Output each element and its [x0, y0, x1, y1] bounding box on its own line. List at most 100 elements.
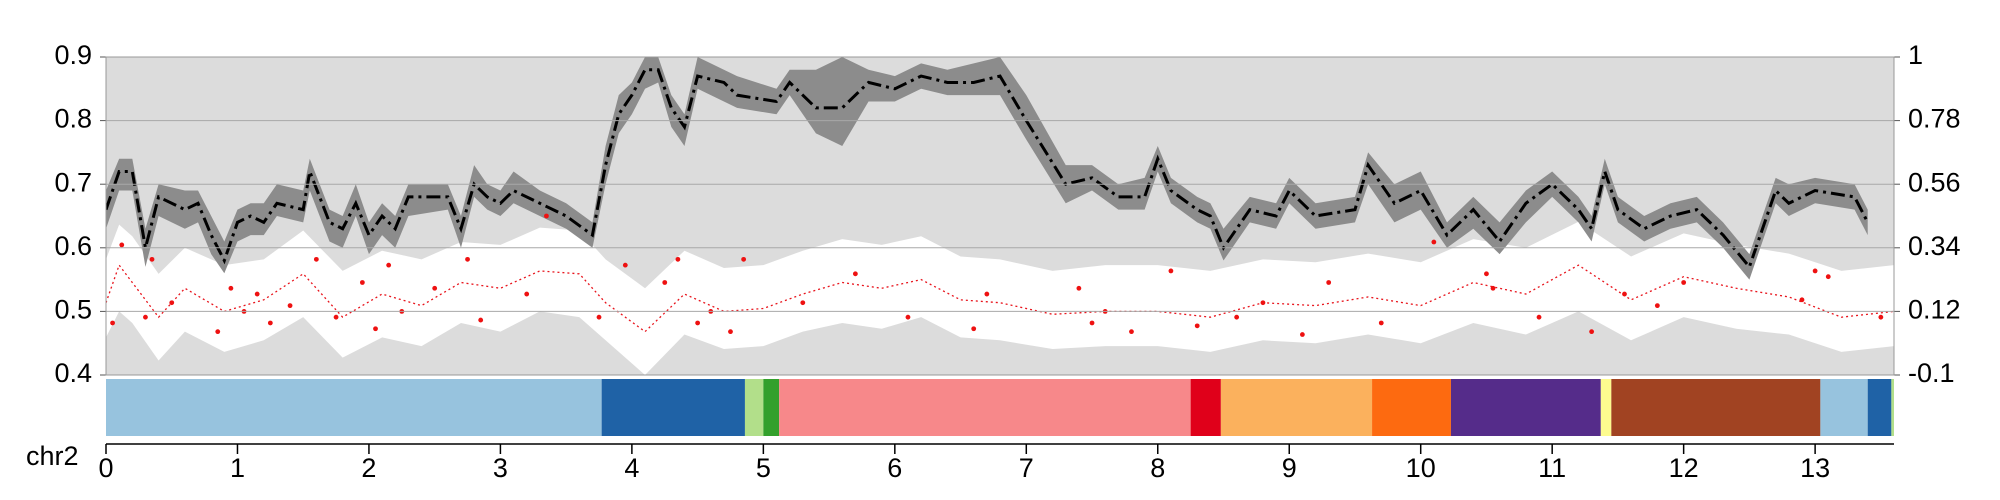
data-point	[695, 320, 701, 326]
data-point	[333, 314, 339, 320]
chromosome-segment	[1220, 379, 1373, 436]
y2-tick-label: 0.34	[1908, 231, 1961, 261]
data-point	[215, 329, 221, 335]
x-tick-label: 6	[887, 453, 902, 483]
y-tick-label: 0.6	[54, 231, 92, 261]
data-point	[1536, 314, 1542, 320]
data-point	[149, 256, 155, 262]
data-point	[1299, 332, 1305, 337]
x-tick-label: 2	[361, 453, 376, 483]
data-point	[1825, 274, 1831, 280]
data-point	[1799, 297, 1805, 303]
chromosome-segment	[1867, 379, 1892, 436]
y-tick-label: 0.7	[54, 167, 92, 197]
x-tick-label: 7	[1019, 453, 1034, 483]
data-point	[478, 317, 484, 323]
data-point	[800, 300, 806, 306]
y-tick-label: 0.5	[54, 295, 92, 325]
y-tick-label: 0.9	[54, 40, 92, 70]
data-point	[524, 291, 530, 297]
x-tick-label: 5	[756, 453, 771, 483]
data-point	[1812, 268, 1818, 274]
data-point	[359, 280, 365, 285]
data-point	[169, 300, 175, 306]
data-point	[544, 213, 549, 219]
data-point	[662, 280, 668, 285]
y2-tick-label: -0.1	[1908, 358, 1955, 388]
data-point	[143, 314, 148, 320]
x-tick-label: 3	[493, 453, 508, 483]
data-point	[465, 256, 470, 262]
y-tick-label: 0.8	[54, 104, 92, 134]
plot-area	[106, 57, 1894, 375]
data-point	[596, 314, 602, 320]
data-point	[1129, 329, 1134, 335]
data-point	[1654, 303, 1660, 309]
data-point	[110, 320, 115, 326]
data-point	[984, 291, 990, 297]
data-point	[905, 314, 911, 320]
x-axis-label: chr2	[26, 441, 79, 471]
series-line	[106, 68, 1870, 270]
data-point	[675, 256, 681, 262]
data-point	[119, 242, 125, 248]
data-point	[1622, 291, 1627, 297]
data-point	[622, 262, 628, 268]
chromosome-segment	[1891, 379, 1894, 436]
chromosome-segment	[1820, 379, 1868, 436]
data-point	[1431, 239, 1437, 245]
data-point	[971, 326, 977, 332]
x-tick-label: 8	[1150, 453, 1165, 483]
data-point	[1589, 329, 1595, 335]
data-point	[1326, 280, 1332, 285]
data-point	[228, 285, 234, 291]
x-tick-label: 12	[1669, 453, 1699, 483]
data-point	[1089, 320, 1095, 326]
data-point	[432, 285, 438, 291]
data-point	[373, 326, 378, 332]
data-point	[313, 256, 319, 262]
data-point	[1378, 320, 1384, 326]
data-point	[1878, 314, 1884, 320]
plot-frame	[105, 56, 1895, 376]
chromosome-segment	[1190, 379, 1221, 436]
data-point	[267, 320, 273, 326]
chromosome-segment	[744, 379, 764, 436]
data-point	[1490, 285, 1496, 291]
chromosome-segment	[1611, 379, 1821, 436]
x-tick-label: 10	[1406, 453, 1436, 483]
chromosome-segment	[763, 379, 780, 436]
data-point	[852, 271, 858, 277]
data-point	[1076, 285, 1082, 291]
y2-tick-label: 1	[1908, 40, 1923, 70]
x-tick-label: 1	[230, 453, 245, 483]
data-point	[254, 291, 260, 297]
data-point	[741, 256, 747, 262]
x-tick-label: 0	[98, 453, 113, 483]
chromosome-segment	[601, 379, 745, 436]
chromosome-segment	[779, 379, 1191, 436]
x-tick-label: 11	[1538, 453, 1566, 483]
chromosome-segment	[1372, 379, 1451, 436]
y2-tick-label: 0.12	[1908, 295, 1961, 325]
chromosome-segment	[1450, 379, 1601, 436]
data-point	[1681, 280, 1687, 285]
data-point	[1484, 271, 1489, 277]
confidence-band	[106, 221, 1894, 375]
x-tick-label: 9	[1282, 453, 1297, 483]
y-tick-label: 0.4	[54, 358, 92, 388]
data-point	[1234, 314, 1240, 320]
chromosome-segment	[106, 379, 602, 436]
chromosome-segment	[1600, 379, 1612, 436]
data-point	[1194, 323, 1200, 329]
x-tick-label: 4	[624, 453, 639, 483]
data-point	[1260, 300, 1266, 306]
y2-tick-label: 0.78	[1908, 104, 1961, 134]
y2-tick-label: 0.56	[1908, 167, 1961, 197]
x-tick-label: 13	[1800, 453, 1830, 483]
series-line	[106, 263, 1894, 333]
data-point	[287, 303, 293, 309]
data-point	[1168, 268, 1174, 274]
data-point	[728, 329, 733, 335]
